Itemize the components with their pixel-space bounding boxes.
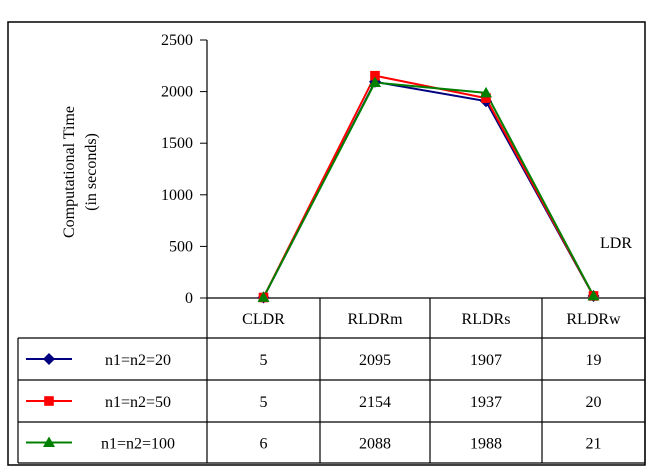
category-label: RLDRs — [462, 311, 511, 328]
data-value-cell: 2088 — [359, 436, 391, 453]
legend-key-marker — [43, 436, 55, 447]
legend-series-name: n1=n2=50 — [105, 394, 171, 411]
series-lines — [257, 70, 600, 304]
category-label: CLDR — [242, 311, 285, 328]
legend-key-marker — [43, 353, 55, 365]
data-table: CLDR RLDRm RLDRs RLDRw n1=n2=20 5 2095 1907 19 n1… — [17, 297, 646, 464]
data-value-cell: 1937 — [470, 394, 502, 411]
data-point — [257, 291, 270, 302]
data-point — [369, 76, 381, 88]
y-tick-label: 1500 — [161, 135, 193, 152]
data-value-cell: 19 — [586, 352, 602, 369]
y-tick-label: 0 — [185, 290, 193, 307]
series-line — [262, 81, 595, 298]
chart-frame — [7, 21, 646, 466]
y-tick-label: 1000 — [161, 187, 193, 204]
data-point — [587, 289, 600, 301]
data-point — [481, 93, 491, 103]
y-tick-label: 2500 — [161, 32, 193, 49]
y-axis-label: Computational Time (in seconds) — [61, 106, 100, 238]
data-value-cell: 6 — [260, 436, 268, 453]
legend-key-marker — [44, 396, 54, 406]
annotation-label: LDR — [600, 235, 632, 252]
y-axis: 0 500 1000 1500 2000 2500 — [161, 32, 208, 307]
data-value-cell: 21 — [586, 436, 602, 453]
y-axis-label-line: Computational Time — [61, 106, 78, 238]
y-tick-label: 500 — [169, 238, 193, 255]
data-value-cell: 2095 — [359, 352, 391, 369]
legend-series-name: n1=n2=100 — [101, 436, 175, 453]
data-point — [480, 86, 492, 98]
data-value-cell: 5 — [260, 352, 268, 369]
y-tick-label: 2000 — [161, 84, 193, 101]
category-label: RLDRw — [566, 311, 621, 328]
data-value-cell: 20 — [586, 394, 602, 411]
category-label: RLDRm — [347, 311, 403, 328]
data-value-cell: 2154 — [359, 394, 391, 411]
data-value-cell: 5 — [260, 394, 268, 411]
data-value-cell: 1988 — [470, 436, 502, 453]
legend-series-name: n1=n2=20 — [105, 352, 171, 369]
y-axis-label-line: (in seconds) — [83, 133, 100, 211]
data-point — [370, 70, 380, 81]
data-value-cell: 1907 — [470, 352, 502, 369]
